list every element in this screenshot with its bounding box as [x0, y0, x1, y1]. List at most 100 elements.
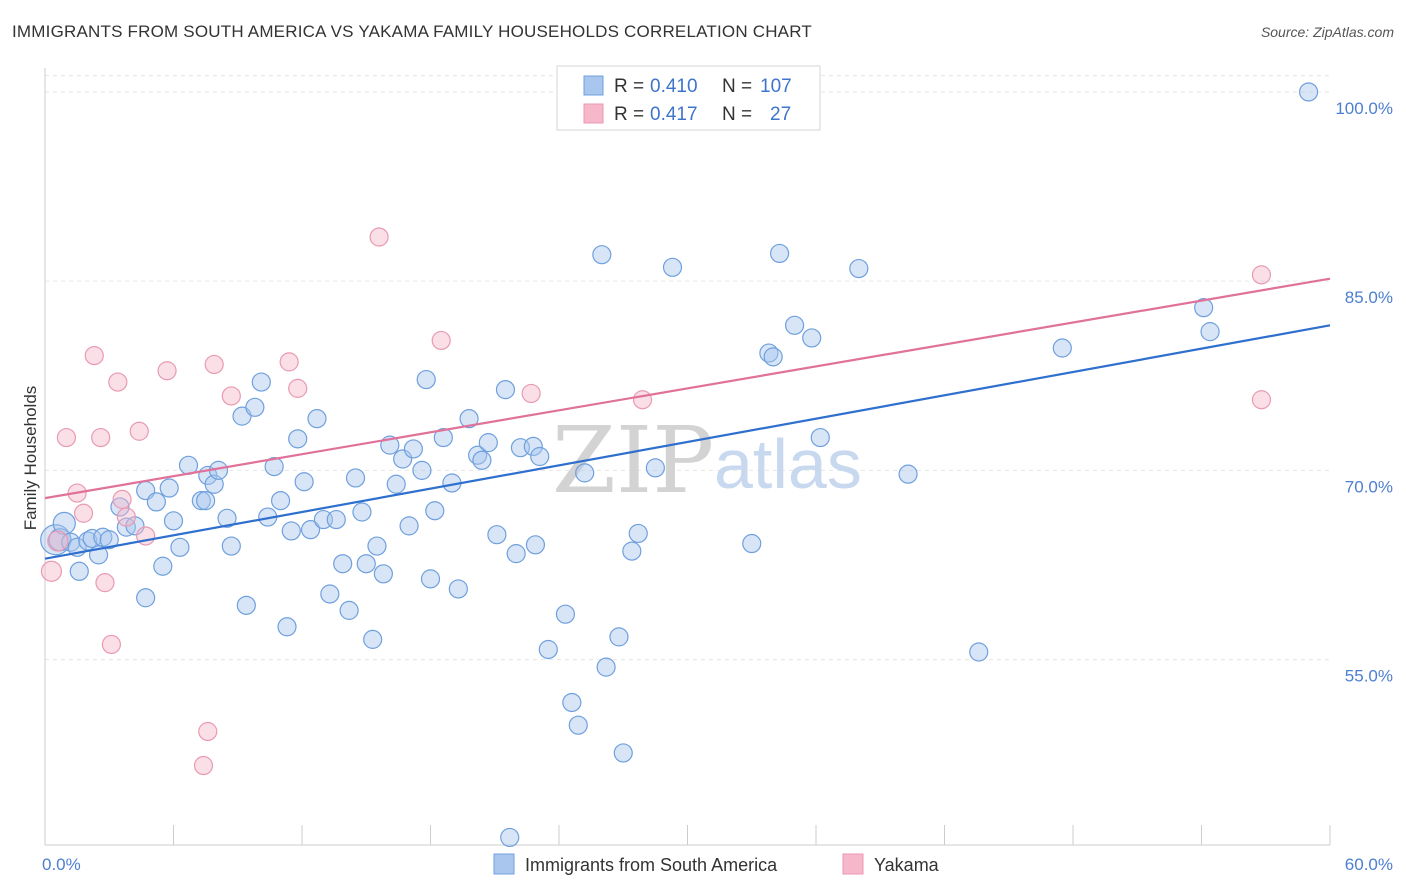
point-yakama-15 — [193, 755, 214, 776]
point-south-america-79 — [562, 692, 582, 713]
point-south-america-30 — [236, 595, 256, 615]
point-south-america-57 — [403, 439, 423, 459]
point-yakama-9 — [108, 372, 128, 392]
point-south-america-62 — [433, 427, 453, 448]
point-yakama-10 — [112, 489, 132, 509]
point-south-america-75 — [525, 535, 546, 555]
point-south-america-95 — [784, 315, 805, 335]
legend-n-label-1: N = — [722, 76, 752, 97]
watermark: ZIP atlas — [552, 407, 862, 514]
y-tick-label-70: 70.0% — [1345, 477, 1393, 496]
watermark-zip: ZIP — [552, 407, 714, 514]
point-yakama-18 — [221, 386, 241, 406]
gridlines — [45, 75, 1330, 661]
x-tick-label-max: 60.0% — [1345, 855, 1393, 874]
point-south-america-49 — [356, 554, 376, 574]
point-south-america-80 — [568, 715, 588, 735]
point-yakama-21 — [369, 227, 389, 247]
bottom-legend: Immigrants from South America Yakama — [493, 853, 940, 875]
bottom-legend-label-south-america: Immigrants from South America — [525, 855, 778, 875]
point-south-america-54 — [386, 474, 406, 494]
legend-r-value-1: 0.410 — [650, 76, 698, 97]
chart-title: IMMIGRANTS FROM SOUTH AMERICA VS YAKAMA … — [12, 22, 812, 41]
legend: R = 0.410 N = 107 R = 0.417 N = 27 — [556, 65, 821, 131]
watermark-atlas: atlas — [714, 425, 862, 503]
legend-n-value-2: 27 — [770, 104, 791, 125]
point-south-america-46 — [339, 600, 359, 620]
point-south-america-51 — [367, 536, 387, 556]
legend-r-value-2: 0.417 — [650, 104, 698, 125]
point-south-america-88 — [645, 458, 665, 478]
point-yakama-11 — [116, 507, 136, 527]
point-south-america-85 — [613, 743, 633, 763]
point-south-america-11 — [110, 497, 130, 517]
point-south-america-83 — [596, 657, 616, 677]
point-south-america-31 — [245, 397, 265, 417]
bottom-legend-swatch-yakama — [842, 853, 864, 875]
point-yakama-22 — [431, 330, 451, 351]
point-south-america-48 — [352, 502, 372, 522]
y-tick-labels: 55.0% 70.0% 85.0% 100.0% — [1335, 99, 1393, 686]
legend-swatch-yakama — [583, 103, 604, 124]
data-points — [40, 65, 1319, 848]
point-south-america-65 — [459, 409, 479, 429]
point-south-america-55 — [393, 449, 413, 469]
point-yakama-4 — [73, 503, 94, 523]
point-yakama-24 — [632, 390, 653, 410]
x-tick-label-min: 0.0% — [42, 855, 81, 874]
point-south-america-56 — [399, 516, 419, 536]
point-south-america-97 — [810, 427, 830, 448]
point-south-america-20 — [170, 537, 190, 557]
point-south-america-103 — [1200, 322, 1220, 342]
point-south-america-52 — [373, 564, 393, 584]
point-south-america-84 — [609, 627, 629, 647]
trend-line-south-america — [44, 324, 1331, 560]
y-tick-label-85: 85.0% — [1345, 288, 1393, 307]
point-south-america-36 — [277, 617, 297, 637]
point-south-america-77 — [538, 639, 558, 660]
point-yakama-5 — [84, 345, 104, 366]
legend-swatch-south-america — [583, 75, 604, 96]
y-tick-label-100: 100.0% — [1335, 99, 1393, 118]
bottom-legend-swatch-south-america — [493, 853, 515, 875]
point-south-america-59 — [416, 369, 436, 390]
point-south-america-16 — [146, 492, 166, 512]
point-south-america-19 — [163, 511, 184, 531]
point-south-america-41 — [307, 409, 327, 429]
bottom-legend-label-yakama: Yakama — [874, 855, 940, 875]
point-yakama-19 — [279, 352, 299, 372]
point-south-america-71 — [500, 827, 520, 848]
point-yakama-6 — [91, 427, 111, 448]
point-south-america-44 — [326, 509, 346, 530]
point-south-america-96 — [802, 328, 822, 348]
point-south-america-28 — [221, 536, 241, 556]
point-yakama-12 — [129, 421, 149, 441]
point-yakama-0 — [40, 560, 63, 582]
point-south-america-10 — [99, 530, 119, 550]
axes — [44, 68, 1331, 846]
point-south-america-98 — [849, 258, 869, 279]
point-south-america-50 — [363, 629, 383, 649]
point-south-america-39 — [294, 472, 314, 492]
point-south-america-99 — [898, 464, 918, 484]
point-south-america-82 — [592, 245, 612, 265]
point-south-america-74 — [523, 436, 543, 457]
point-south-america-27 — [217, 508, 237, 528]
point-yakama-20 — [288, 378, 308, 398]
point-south-america-86 — [622, 541, 642, 561]
point-yakama-14 — [157, 361, 177, 381]
point-south-america-67 — [472, 450, 492, 470]
point-south-america-22 — [191, 491, 211, 511]
point-yakama-26 — [1251, 265, 1272, 285]
point-south-america-60 — [420, 569, 441, 589]
point-south-america-91 — [742, 533, 762, 554]
point-south-america-58 — [412, 460, 432, 480]
point-south-america-70 — [495, 380, 516, 400]
trend-line-yakama — [44, 277, 1331, 500]
point-south-america-78 — [555, 604, 576, 624]
point-yakama-25 — [1251, 390, 1272, 410]
point-south-america-38 — [288, 429, 308, 449]
point-south-america-101 — [1052, 338, 1072, 358]
legend-n-label-2: N = — [722, 104, 752, 125]
